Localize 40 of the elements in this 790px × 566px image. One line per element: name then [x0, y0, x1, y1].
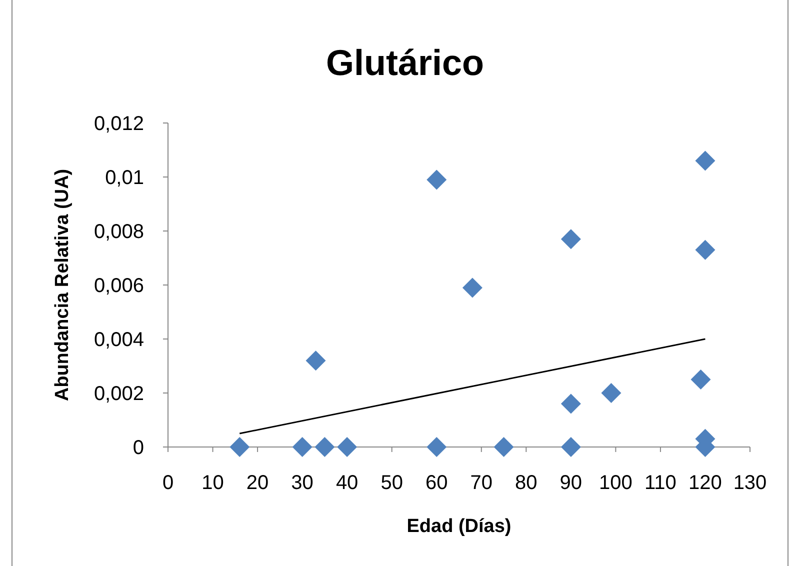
x-tick-label: 40: [336, 472, 358, 494]
y-tick-label: 0,008: [94, 221, 144, 243]
point: [426, 170, 447, 190]
y-tick-label: 0,012: [94, 113, 144, 135]
y-tick-label: 0,002: [94, 383, 144, 405]
y-tick-label: 0,01: [105, 167, 144, 189]
x-tick-label: 70: [470, 472, 493, 494]
x-axis-title: Edad (Días): [406, 516, 512, 537]
point: [695, 150, 716, 171]
x-tick-label: 80: [515, 472, 538, 494]
point: [560, 229, 581, 250]
y-tick-label: 0,006: [94, 275, 144, 297]
point: [230, 437, 250, 457]
point: [426, 437, 447, 457]
point: [462, 278, 482, 298]
chart-title: Glutárico: [326, 42, 484, 83]
x-tick-label: 20: [246, 472, 269, 494]
x-tick-label: 100: [599, 472, 632, 494]
point: [560, 394, 581, 414]
y-tick-label: 0,004: [94, 329, 144, 351]
x-tick-label: 10: [202, 472, 224, 494]
x-tick-label: 30: [291, 472, 314, 494]
point: [314, 437, 335, 457]
x-tick-label: 130: [733, 472, 767, 494]
point: [695, 240, 716, 260]
point: [306, 350, 326, 371]
point: [292, 437, 312, 457]
x-tick-label: 110: [644, 472, 676, 494]
point: [560, 437, 581, 457]
point: [690, 370, 711, 390]
x-tick-label: 60: [425, 472, 448, 494]
x-tick-label: 0: [162, 472, 174, 494]
point: [494, 437, 514, 457]
y-tick-label: 0: [132, 437, 144, 459]
x-tick-label: 90: [560, 472, 582, 494]
x-tick-label: 50: [380, 472, 403, 494]
y-axis-title: Abundancia Relativa (UA): [52, 168, 73, 402]
x-tick-label: 120: [688, 472, 722, 494]
point: [601, 383, 622, 403]
point: [337, 437, 358, 457]
